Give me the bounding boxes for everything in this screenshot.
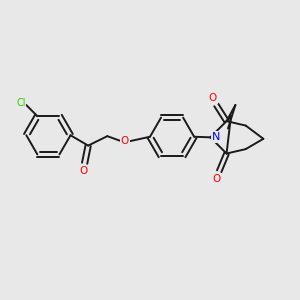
Text: N: N — [212, 132, 220, 142]
Text: O: O — [213, 174, 221, 184]
Text: Cl: Cl — [16, 98, 26, 108]
Text: O: O — [79, 167, 87, 176]
Text: O: O — [208, 94, 217, 103]
Text: O: O — [121, 136, 129, 146]
